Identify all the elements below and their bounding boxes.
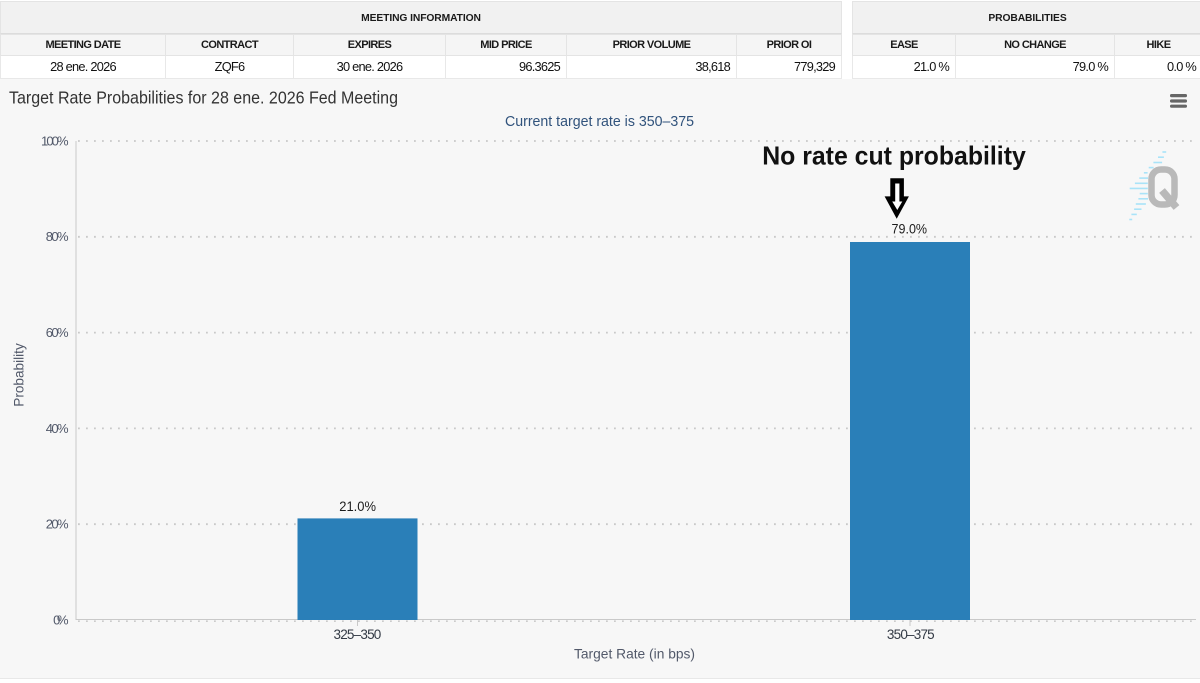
svg-text:No rate cut probability: No rate cut probability bbox=[762, 141, 1026, 171]
svg-text:60%: 60% bbox=[46, 325, 69, 340]
svg-text:Probability: Probability bbox=[11, 343, 27, 407]
svg-text:20%: 20% bbox=[46, 517, 69, 532]
svg-text:Current target rate is 350–375: Current target rate is 350–375 bbox=[505, 114, 694, 130]
svg-text:100%: 100% bbox=[41, 133, 69, 148]
svg-text:21.0%: 21.0% bbox=[339, 498, 376, 514]
svg-text:350–375: 350–375 bbox=[887, 627, 935, 642]
svg-text:79.0%: 79.0% bbox=[892, 220, 928, 236]
svg-text:40%: 40% bbox=[46, 421, 69, 436]
svg-text:Target Rate (in bps): Target Rate (in bps) bbox=[574, 646, 695, 662]
svg-text:Target Rate Probabilities for: Target Rate Probabilities for 28 ene. 20… bbox=[9, 87, 398, 107]
svg-text:80%: 80% bbox=[46, 229, 69, 244]
svg-text:0%: 0% bbox=[53, 612, 69, 627]
svg-text:325–350: 325–350 bbox=[334, 627, 382, 642]
